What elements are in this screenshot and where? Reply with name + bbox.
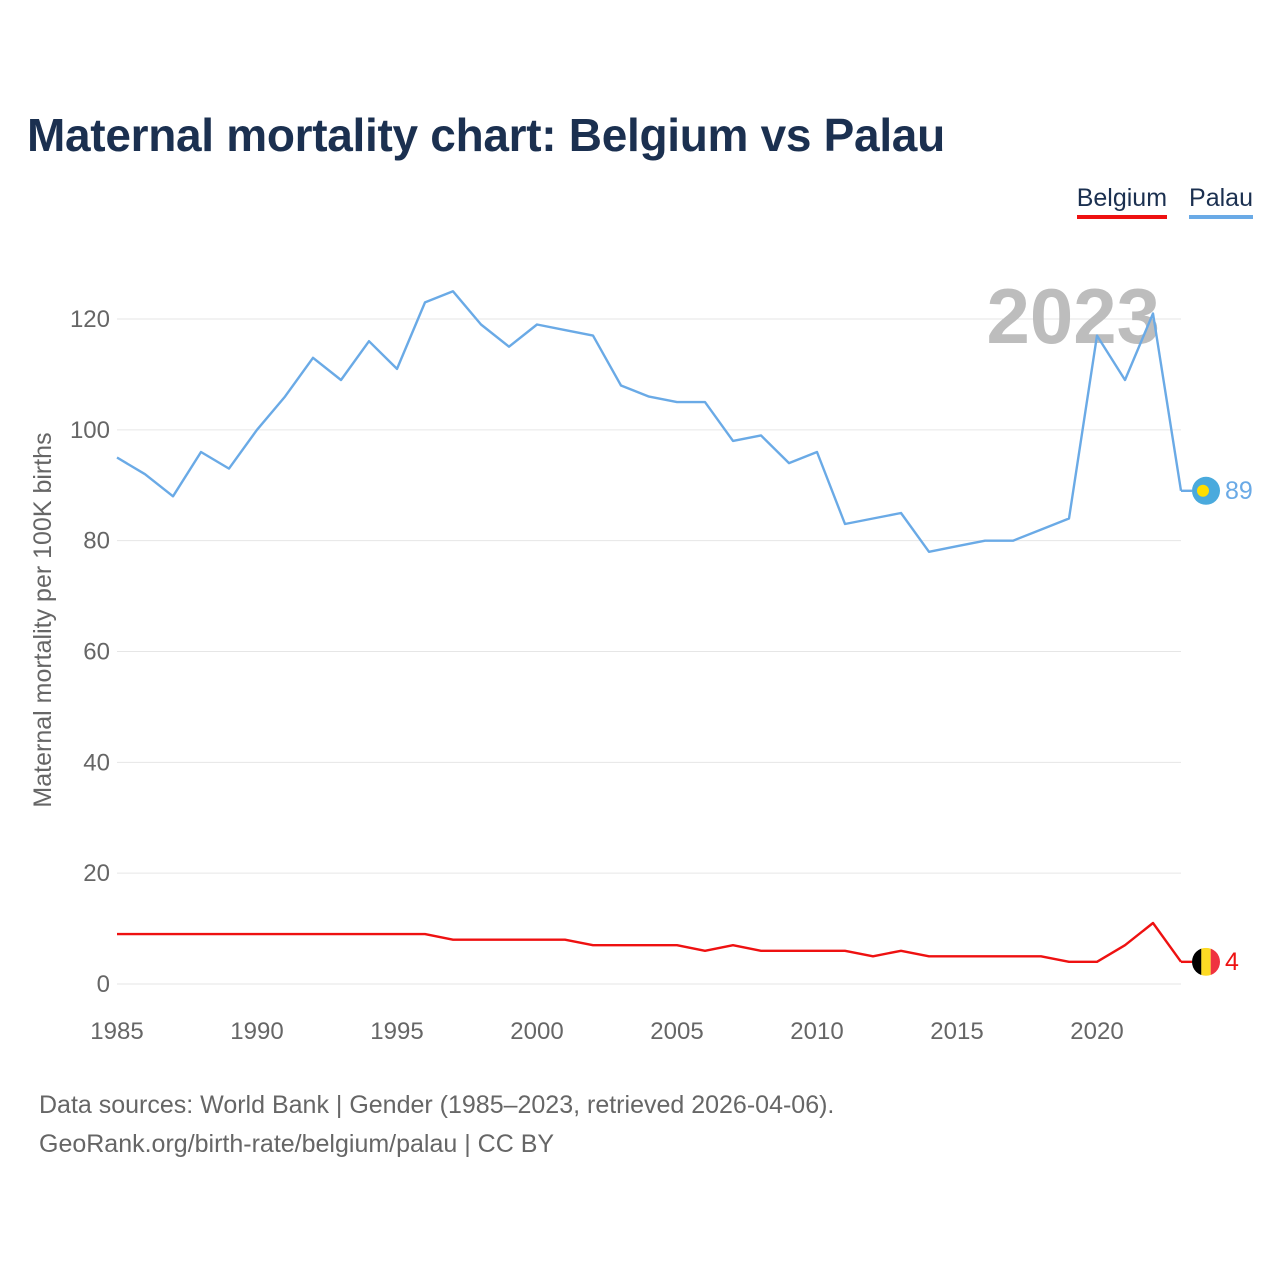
x-tick-label: 2020	[1070, 1018, 1123, 1045]
y-tick-label: 0	[97, 971, 110, 998]
x-axis-ticks: 1985 1990 1995 2000 2005 2010 2015 2020	[90, 1018, 1123, 1045]
footer: Data sources: World Bank | Gender (1985–…	[39, 1086, 834, 1164]
year-watermark: 2023	[986, 272, 1160, 360]
flag-belgium-yellow	[1201, 947, 1211, 976]
y-tick-label: 40	[83, 749, 110, 776]
y-tick-label: 120	[70, 306, 110, 333]
chart-title: Maternal mortality chart: Belgium vs Pal…	[27, 109, 945, 161]
series-line-palau[interactable]	[116, 290, 1183, 553]
x-tick-label: 1995	[370, 1018, 423, 1045]
flag-palau-disc	[1197, 484, 1209, 497]
y-axis-ticks: 0 20 40 60 80 100 120	[70, 306, 110, 998]
end-value-belgium: 4	[1225, 948, 1239, 976]
end-markers: 89 4	[1181, 476, 1253, 976]
legend-belgium[interactable]: Belgium	[1076, 184, 1168, 219]
x-tick-label: 2005	[650, 1018, 703, 1045]
x-tick-label: 1990	[230, 1018, 283, 1045]
attribution-text: GeoRank.org/birth-rate/belgium/palau | C…	[39, 1130, 555, 1158]
x-tick-label: 2010	[790, 1018, 843, 1045]
flag-palau-icon	[1192, 476, 1220, 505]
series-line-belgium[interactable]	[117, 921, 1182, 963]
data-source-text: Data sources: World Bank | Gender (1985–…	[39, 1091, 835, 1119]
legend: Belgium Palau	[1076, 184, 1253, 219]
y-tick-label: 100	[70, 417, 110, 444]
y-tick-label: 20	[83, 860, 110, 887]
x-tick-label: 1985	[90, 1018, 143, 1045]
flag-belgium-black	[1192, 947, 1202, 976]
flag-belgium-red	[1210, 947, 1220, 976]
y-tick-label: 60	[83, 639, 110, 666]
series	[116, 290, 1183, 963]
y-tick-label: 80	[83, 528, 110, 555]
gridlines	[117, 318, 1181, 985]
legend-palau[interactable]: Palau	[1189, 184, 1253, 219]
end-value-palau: 89	[1225, 477, 1253, 505]
flag-belgium-icon	[1192, 947, 1220, 976]
x-tick-label: 2015	[930, 1018, 983, 1045]
y-axis-label: Maternal mortality per 100K births	[29, 432, 57, 807]
x-tick-label: 2000	[510, 1018, 563, 1045]
